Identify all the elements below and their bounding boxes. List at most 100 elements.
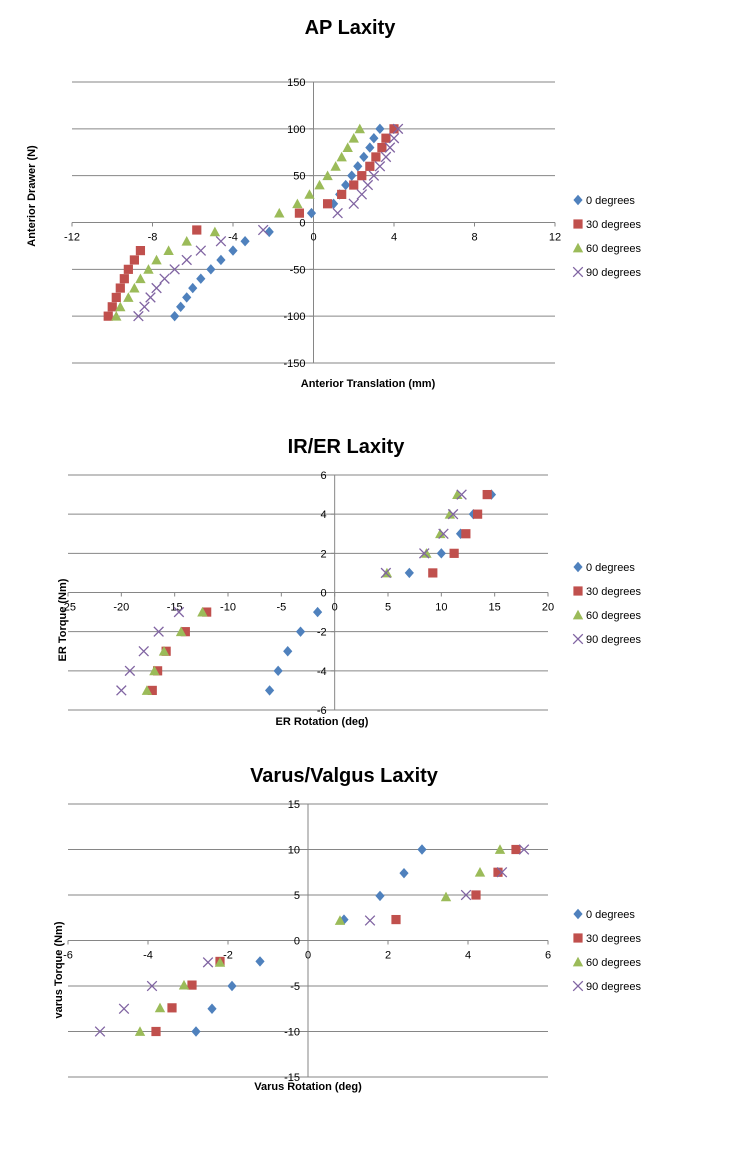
y-tick-label: 0 <box>294 936 300 948</box>
data-point <box>133 310 144 322</box>
varus-valgus-laxity-svg: Varus/Valgus Laxity -6 -4 -2 0 2 4 6 -15 -10 -5 0 5… <box>53 765 642 1093</box>
data-point <box>473 509 483 519</box>
data-point <box>419 548 430 559</box>
y-axis-title: ER Torque (Nm) <box>57 578 69 661</box>
legend-label: 30 degrees <box>586 586 642 598</box>
data-point <box>255 956 265 967</box>
legend-marker <box>572 242 584 253</box>
data-point <box>440 891 452 902</box>
data-point <box>436 548 446 559</box>
data-point <box>381 133 391 143</box>
x-tick-label: -4 <box>228 232 238 244</box>
legend-marker <box>573 219 583 229</box>
legend-item: 90 degrees <box>572 633 642 646</box>
x-tick-label: -12 <box>64 232 80 244</box>
legend: 0 degrees 30 degrees 60 degrees 90 degrees <box>572 908 642 993</box>
data-point <box>313 606 323 618</box>
data-point <box>314 179 325 190</box>
data-point <box>391 914 401 925</box>
x-tick-label: 4 <box>465 950 471 962</box>
x-tick-label: 0 <box>305 950 311 962</box>
data-point <box>141 685 153 695</box>
data-point <box>153 666 163 676</box>
data-point <box>274 207 285 218</box>
data-point <box>227 980 237 992</box>
data-point <box>173 606 185 618</box>
data-point <box>365 161 375 171</box>
y-tick-label: -100 <box>283 311 305 323</box>
data-point <box>348 133 359 143</box>
x-tick-label: -20 <box>113 602 129 614</box>
data-point <box>399 867 409 879</box>
data-point <box>336 151 347 162</box>
data-point <box>135 273 146 284</box>
legend-label: 90 degrees <box>586 267 642 279</box>
legend-label: 30 degrees <box>586 933 642 945</box>
data-point <box>139 301 150 313</box>
legend-marker <box>572 266 584 278</box>
chart-title: Varus/Valgus Laxity <box>250 765 439 787</box>
data-point <box>388 132 400 144</box>
data-point <box>494 844 506 854</box>
y-tick-label: 6 <box>321 470 327 482</box>
data-point <box>368 170 380 181</box>
data-point <box>449 548 459 558</box>
y-tick-label: 100 <box>287 124 305 136</box>
data-point <box>374 161 386 172</box>
data-point <box>330 161 341 171</box>
y-tick-label: 0 <box>321 588 327 600</box>
data-point <box>371 152 381 162</box>
y-axis-title: varus Torque (Nm) <box>53 921 65 1018</box>
legend-marker <box>573 586 583 596</box>
x-tick-label: -6 <box>63 950 73 962</box>
data-point <box>337 189 347 199</box>
data-point <box>283 646 293 657</box>
data-point <box>135 246 146 256</box>
chart-title: AP Laxity <box>305 17 397 39</box>
data-point <box>180 627 190 637</box>
data-point <box>215 235 227 247</box>
data-point <box>341 179 351 191</box>
data-point <box>228 245 238 256</box>
data-point <box>295 626 306 637</box>
y-tick-label: 50 <box>293 171 305 183</box>
data-point <box>149 665 160 676</box>
data-point <box>196 273 206 284</box>
data-point <box>111 292 121 303</box>
data-point <box>143 264 154 274</box>
data-point <box>348 198 360 210</box>
data-point <box>195 245 207 256</box>
legend-label: 90 degrees <box>586 634 642 646</box>
data-point <box>197 606 208 617</box>
y-tick-label: -4 <box>317 666 327 678</box>
legend-item: 90 degrees <box>572 266 642 279</box>
y-tick-label: 2 <box>321 548 327 560</box>
data-point <box>332 207 343 219</box>
data-point <box>306 207 317 219</box>
y-tick-label: 150 <box>287 77 305 89</box>
x-tick-label: -2 <box>223 950 233 962</box>
data-point <box>496 866 508 878</box>
data-point <box>404 567 414 579</box>
data-point <box>207 1003 217 1014</box>
legend-item: 0 degrees <box>573 194 635 207</box>
data-point <box>380 151 392 163</box>
data-point <box>377 142 387 153</box>
data-point <box>493 867 503 877</box>
data-point <box>181 236 192 246</box>
series-0-degrees <box>170 123 385 322</box>
data-point <box>389 124 399 134</box>
y-tick-label: -10 <box>284 1027 300 1039</box>
data-point <box>518 844 530 855</box>
data-point <box>123 292 134 302</box>
data-point <box>447 508 459 520</box>
x-tick-label: 4 <box>391 232 397 244</box>
irer-laxity-svg: IR/ER Laxity -25 -20 -15 -10 -5 0 5 10 15 20-6-4-… <box>57 436 642 728</box>
y-tick-label: 0 <box>299 218 305 230</box>
x-tick-label: 12 <box>549 232 561 244</box>
legend-label: 30 degrees <box>586 219 642 231</box>
data-point <box>170 310 180 322</box>
legend-label: 0 degrees <box>586 562 635 574</box>
data-point <box>94 1026 106 1037</box>
legend-item: 0 degrees <box>573 561 635 574</box>
